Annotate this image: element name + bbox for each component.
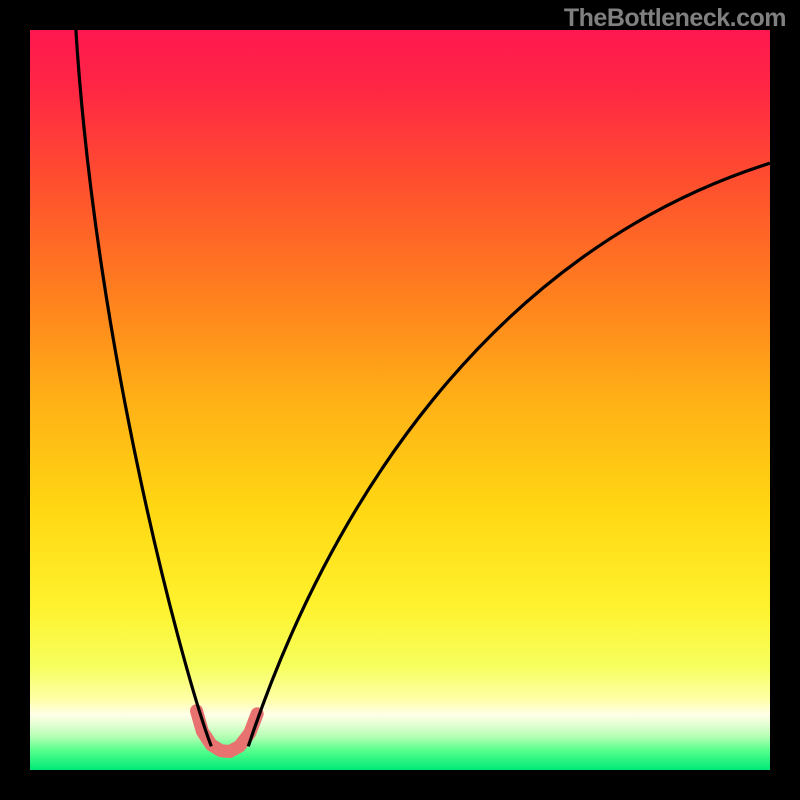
chart-svg [30, 30, 770, 770]
plot-area [30, 30, 770, 770]
gradient-background [30, 30, 770, 770]
watermark-text: TheBottleneck.com [564, 4, 786, 33]
